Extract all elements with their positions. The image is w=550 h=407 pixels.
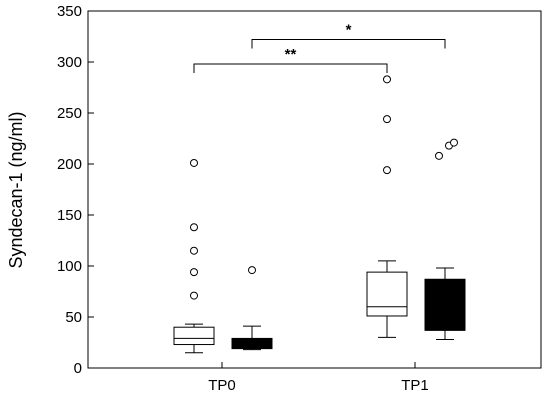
box-iqr — [173, 326, 215, 346]
outlier-point — [383, 166, 391, 175]
y-tick-label: 250 — [57, 105, 82, 122]
box-series — [173, 75, 466, 354]
bracket-line — [251, 39, 446, 49]
y-axis: 0 50 100 150 200 250 300 350 — [57, 3, 94, 377]
significance-label: ** — [285, 46, 297, 63]
outlier-point — [450, 138, 458, 147]
outlier-point — [190, 268, 198, 277]
box-iqr — [424, 278, 466, 331]
outlier-point — [383, 115, 391, 124]
significance-bracket: * — [251, 22, 446, 49]
box-tp1-series-0 — [366, 75, 408, 338]
box-tp1-series-1 — [424, 138, 466, 340]
y-axis-title: Syndecan-1 (ng/ml) — [6, 111, 26, 268]
outlier-point — [190, 291, 198, 300]
y-tick-label: 150 — [57, 207, 82, 224]
y-tick-label: 350 — [57, 3, 82, 20]
box-iqr — [366, 271, 408, 317]
box-iqr — [231, 337, 273, 350]
box-tp0-series-1 — [231, 266, 273, 351]
outlier-point — [190, 246, 198, 255]
outlier-point — [383, 75, 391, 84]
outlier-point — [435, 151, 443, 160]
significance-bracket: ** — [193, 46, 388, 74]
x-axis: TP0 TP1 — [208, 362, 429, 394]
outlier-point — [190, 158, 198, 167]
x-tick-label: TP1 — [401, 377, 429, 394]
significance-annotations: *** — [193, 22, 446, 74]
significance-label: * — [346, 22, 352, 39]
y-tick-label: 200 — [57, 156, 82, 173]
y-tick-label: 50 — [65, 309, 82, 326]
y-tick-label: 0 — [74, 360, 82, 377]
y-tick-label: 100 — [57, 258, 82, 275]
x-tick-label: TP0 — [208, 377, 236, 394]
box-tp0-series-0 — [173, 158, 215, 354]
bracket-line — [193, 63, 388, 74]
outlier-point — [248, 266, 256, 275]
outlier-point — [190, 223, 198, 232]
y-tick-label: 300 — [57, 54, 82, 71]
plot-frame — [87, 10, 542, 369]
